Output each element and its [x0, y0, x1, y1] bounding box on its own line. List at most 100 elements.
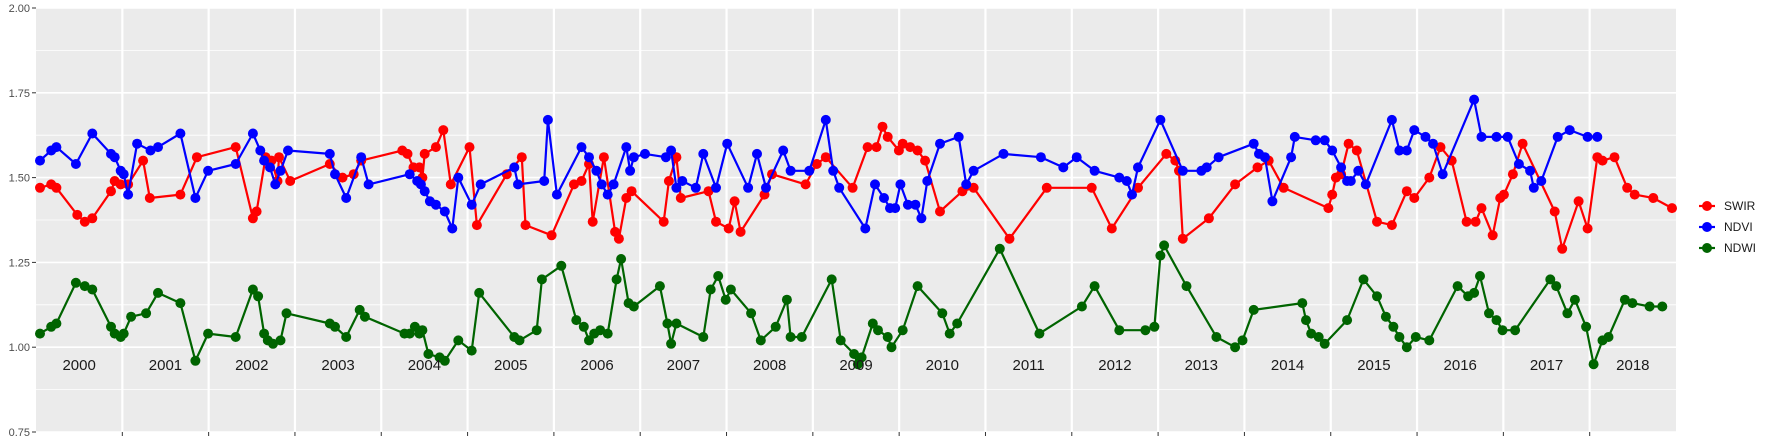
- data-point-ndvi: [1127, 189, 1137, 200]
- data-point-swir: [1470, 216, 1481, 227]
- data-point-ndwi: [578, 321, 589, 332]
- data-point-ndvi: [1155, 114, 1166, 125]
- data-point-swir: [445, 179, 456, 190]
- data-point-ndvi: [109, 152, 120, 163]
- data-point-ndwi: [654, 281, 665, 292]
- data-point-ndvi: [265, 162, 275, 173]
- data-point-ndwi: [439, 355, 450, 366]
- data-point-swir: [723, 223, 734, 234]
- data-point-swir: [882, 131, 893, 142]
- year-label: 2014: [1271, 357, 1304, 374]
- data-point-ndvi: [247, 128, 258, 139]
- data-point-ndwi: [1569, 294, 1580, 305]
- data-point-ndvi: [1502, 131, 1513, 142]
- data-point-ndvi: [761, 182, 771, 193]
- data-point-ndvi: [625, 165, 636, 176]
- legend-key-point: [1702, 201, 1712, 211]
- data-point-ndwi: [944, 328, 955, 339]
- data-point-ndwi: [796, 332, 807, 342]
- data-point-ndwi: [611, 274, 622, 285]
- data-point-ndwi: [1657, 301, 1668, 312]
- data-point-ndvi: [123, 189, 134, 200]
- data-point-ndwi: [35, 328, 45, 339]
- data-point-swir: [935, 206, 945, 217]
- data-point-ndvi: [828, 165, 839, 176]
- data-point-ndwi: [175, 298, 186, 309]
- data-point-ndwi: [1562, 308, 1573, 319]
- data-point-swir: [663, 176, 674, 186]
- data-point-ndvi: [330, 169, 340, 180]
- data-point-ndvi: [722, 138, 733, 149]
- data-point-ndvi: [922, 176, 933, 186]
- data-point-ndvi: [935, 138, 945, 149]
- data-point-ndwi: [474, 287, 485, 298]
- data-point-ndvi: [1437, 169, 1448, 180]
- data-point-swir: [1278, 182, 1289, 193]
- data-point-ndvi: [666, 145, 677, 156]
- data-point-ndvi: [475, 179, 486, 190]
- data-point-swir: [516, 152, 527, 163]
- data-point-swir: [1667, 203, 1677, 214]
- data-point-ndwi: [247, 284, 258, 295]
- data-point-swir: [675, 193, 686, 203]
- x-axis: [121, 432, 1591, 436]
- data-point-ndvi: [1536, 176, 1547, 186]
- data-point-ndwi: [1484, 308, 1494, 319]
- data-point-ndwi: [856, 352, 867, 363]
- data-point-ndwi: [713, 271, 724, 281]
- data-point-ndvi: [419, 186, 430, 197]
- data-point-swir: [1582, 223, 1593, 234]
- data-point-swir: [1106, 223, 1117, 234]
- data-point-ndwi: [1372, 291, 1382, 302]
- data-point-swir: [1386, 220, 1397, 231]
- data-point-ndvi: [677, 176, 688, 186]
- data-point-ndvi: [466, 199, 477, 210]
- data-point-ndvi: [1345, 176, 1356, 186]
- data-point-swir: [1461, 216, 1472, 227]
- data-point-ndwi: [268, 338, 278, 349]
- data-point-swir: [1517, 138, 1528, 149]
- year-label: 2017: [1530, 357, 1563, 374]
- year-label: 2001: [149, 357, 182, 374]
- data-point-ndwi: [1551, 281, 1562, 292]
- data-point-ndwi: [835, 335, 846, 346]
- data-point-ndwi: [1388, 321, 1399, 332]
- data-point-swir: [800, 179, 811, 190]
- data-point-ndwi: [1342, 315, 1353, 326]
- legend-label-ndvi: NDVI: [1724, 220, 1753, 234]
- data-point-ndwi: [1034, 328, 1045, 339]
- data-point-ndvi: [961, 179, 972, 190]
- legend-label-ndwi: NDWI: [1724, 241, 1756, 255]
- data-point-ndvi: [270, 179, 281, 190]
- data-point-ndvi: [363, 179, 374, 190]
- data-point-swir: [729, 196, 740, 207]
- data-point-swir: [402, 148, 413, 159]
- data-point-ndvi: [275, 165, 286, 176]
- data-point-ndvi: [698, 148, 709, 159]
- data-point-ndwi: [1469, 287, 1480, 298]
- data-point-ndwi: [203, 328, 214, 339]
- data-point-ndvi: [118, 169, 129, 180]
- data-point-ndvi: [1360, 179, 1371, 190]
- data-point-ndwi: [662, 318, 673, 329]
- data-point-ndwi: [1619, 294, 1630, 305]
- data-point-ndvi: [1469, 94, 1480, 105]
- data-point-swir: [115, 179, 126, 190]
- data-point-ndvi: [895, 179, 906, 190]
- data-point-ndwi: [1475, 271, 1485, 281]
- data-point-swir: [1401, 186, 1412, 197]
- data-point-ndvi: [1035, 152, 1046, 163]
- data-point-ndwi: [1452, 281, 1463, 292]
- data-point-ndwi: [912, 281, 923, 292]
- data-point-swir: [1004, 233, 1015, 244]
- data-point-swir: [912, 145, 923, 156]
- data-point-ndwi: [720, 294, 731, 305]
- data-point-ndwi: [1159, 240, 1170, 251]
- data-point-ndwi: [126, 311, 137, 322]
- data-point-swir: [1622, 182, 1633, 193]
- data-point-ndvi: [1353, 165, 1364, 176]
- data-point-ndwi: [423, 349, 434, 359]
- data-point-ndwi: [1380, 311, 1391, 322]
- data-point-ndwi: [1545, 274, 1556, 285]
- series-layer: [35, 94, 1677, 370]
